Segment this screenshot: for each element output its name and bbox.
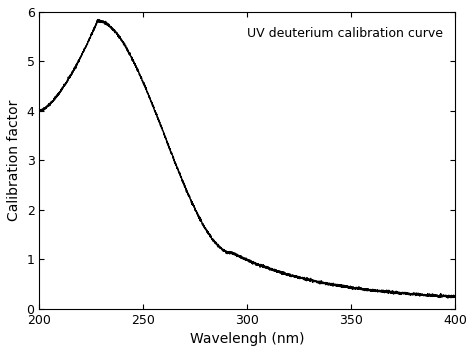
X-axis label: Wavelengh (nm): Wavelengh (nm) [190, 332, 304, 346]
Y-axis label: Calibration factor: Calibration factor [7, 100, 21, 221]
Text: UV deuterium calibration curve: UV deuterium calibration curve [246, 27, 443, 40]
